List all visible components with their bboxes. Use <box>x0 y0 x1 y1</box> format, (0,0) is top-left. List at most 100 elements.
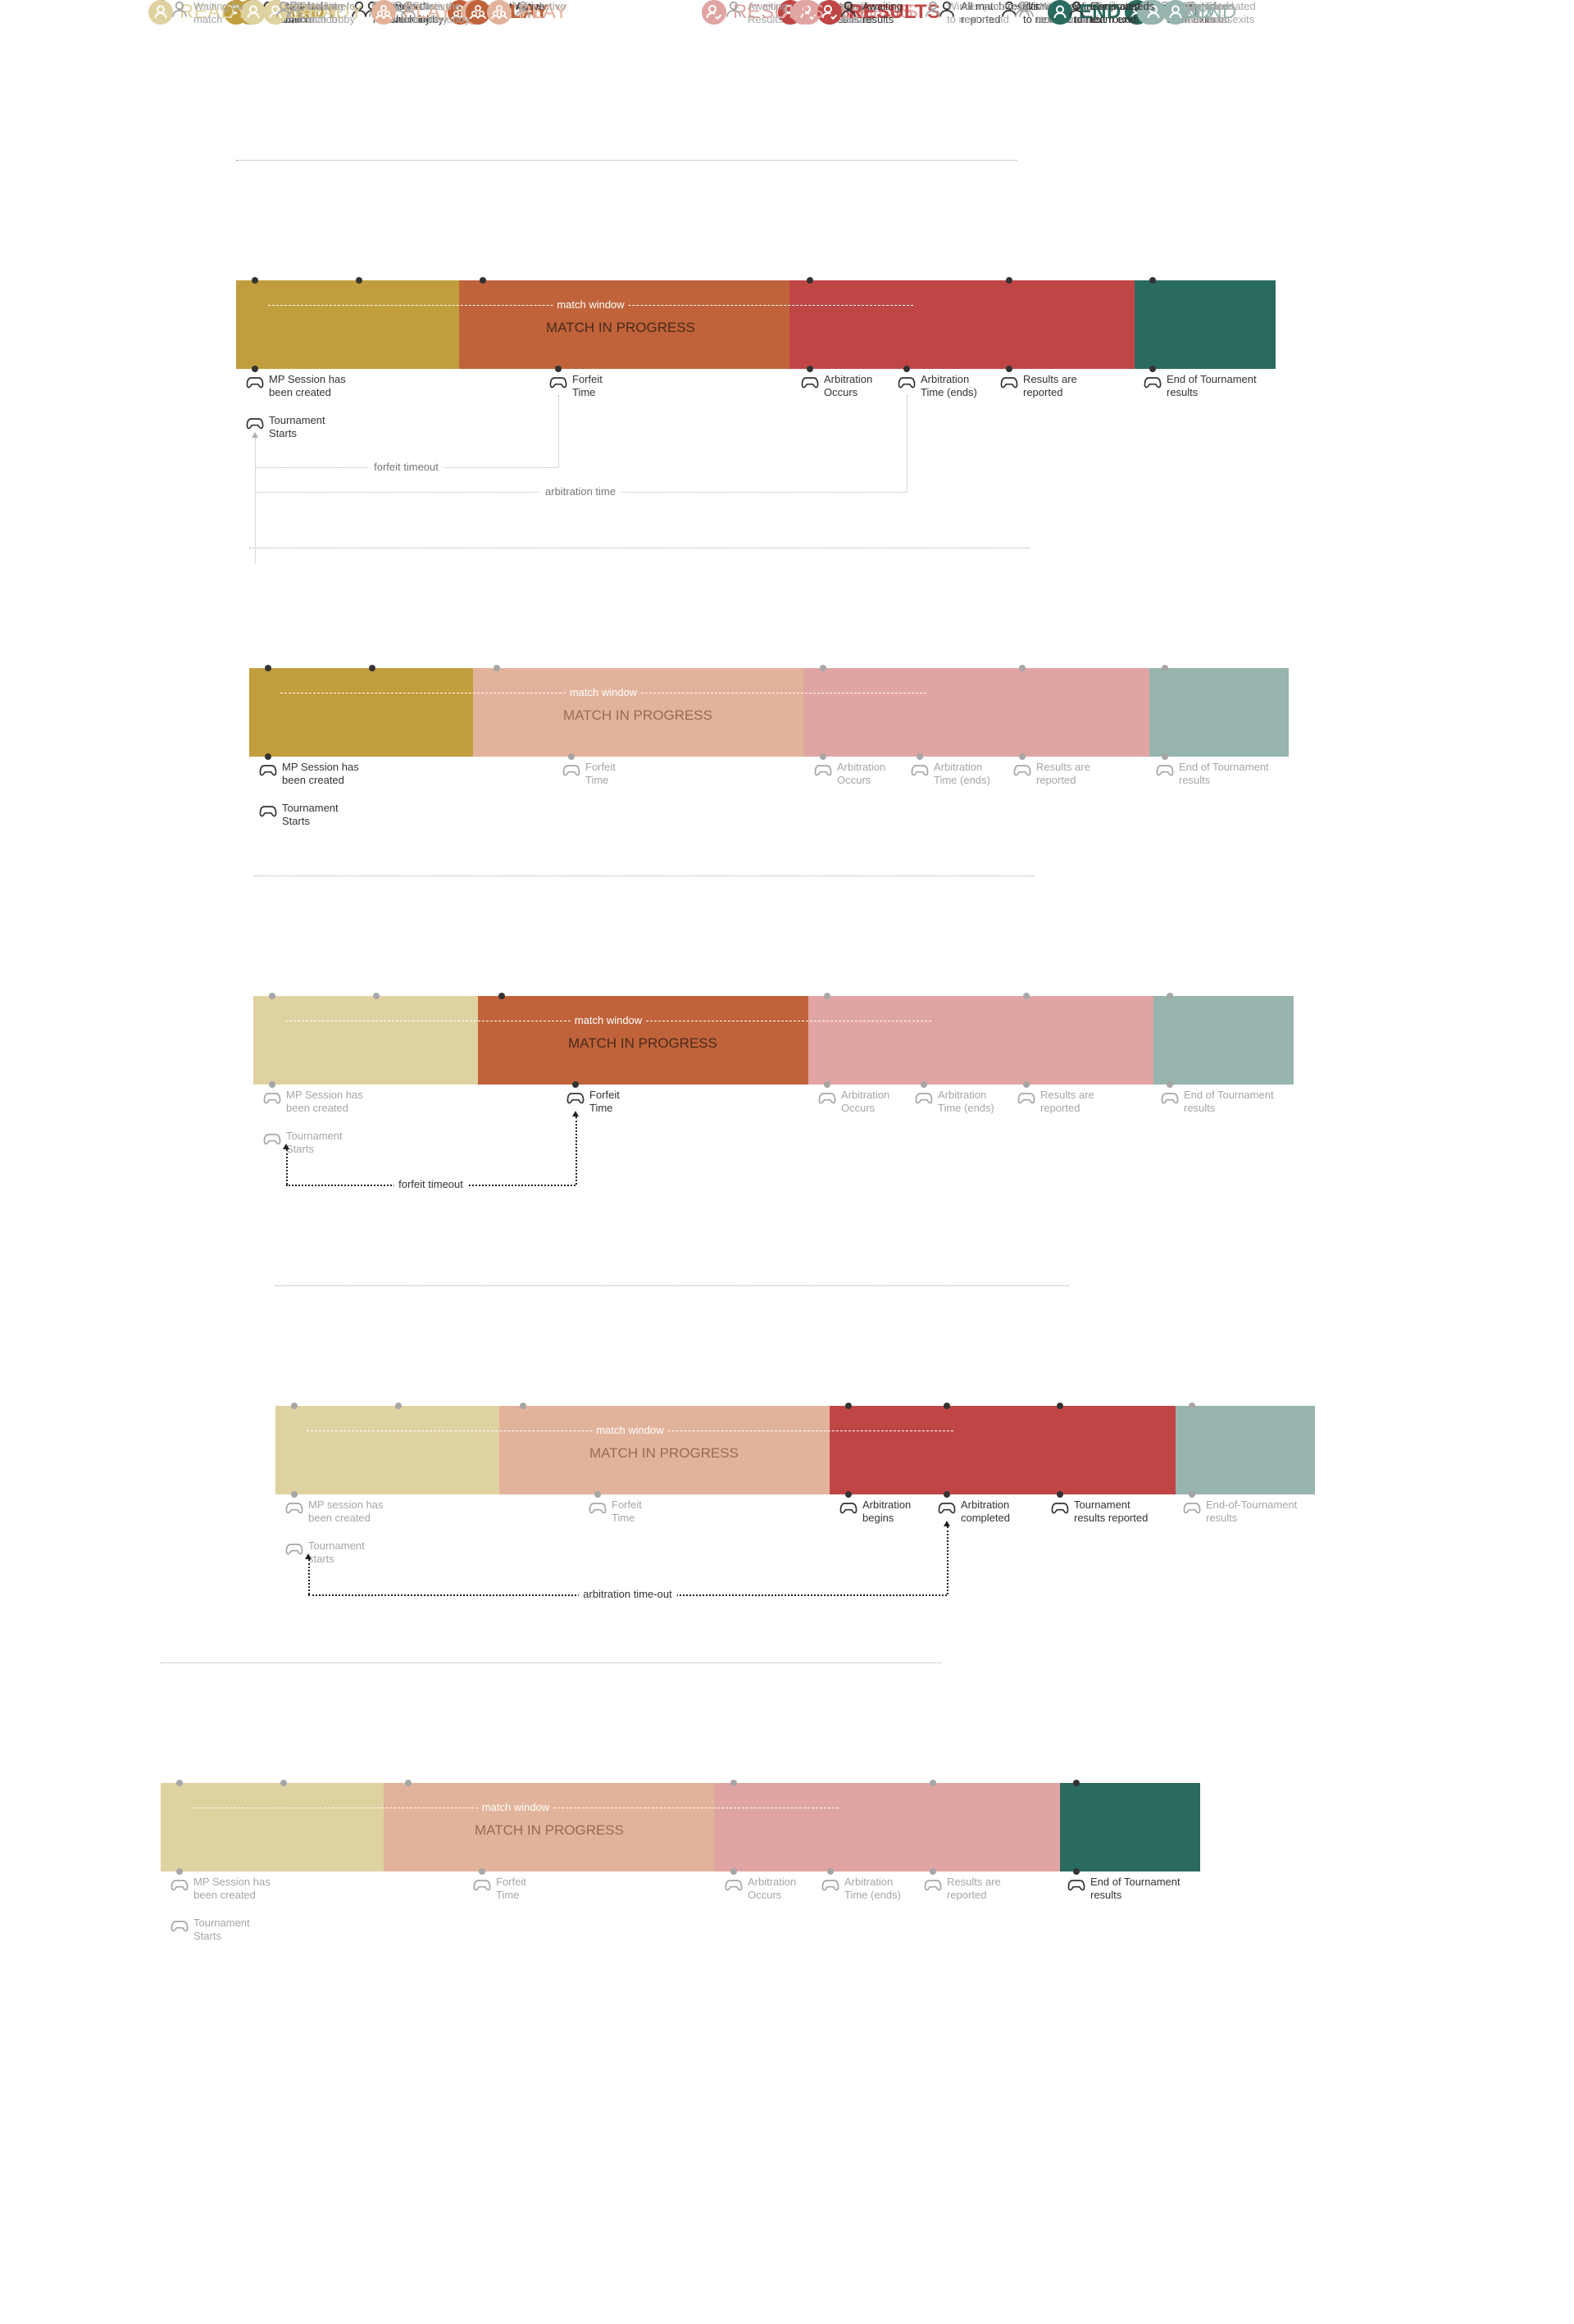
event-dot <box>1006 277 1012 284</box>
event-dot <box>520 1403 526 1409</box>
play-phase-group-icon <box>466 0 490 25</box>
bottom-event-label: End of Tournament results <box>1090 1876 1180 1901</box>
bottom-event: Tournament Starts <box>263 1130 343 1156</box>
connector-label-forfeit: forfeit timeout <box>369 462 444 473</box>
gamepad-icon <box>911 761 929 779</box>
event-dot <box>269 1081 275 1088</box>
event-dot <box>921 1081 927 1088</box>
event-dot <box>824 993 830 999</box>
bottom-event: Tournament Starts <box>246 414 325 440</box>
gamepad-icon <box>938 1499 956 1517</box>
bar-title-match-in-progress: MATCH IN PROGRESS <box>475 1822 624 1838</box>
top-event-label: Eliminated team exits <box>1184 0 1234 25</box>
gamepad-icon <box>473 1876 491 1894</box>
top-event-label: Waiting for match <box>282 0 333 25</box>
event-dot <box>1023 1081 1030 1088</box>
bar-segment-end <box>1149 668 1289 757</box>
event-dot <box>568 753 575 760</box>
top-event-label: Waiting for match <box>308 0 359 25</box>
bottom-event: Forfeit Time <box>562 761 616 787</box>
bottom-event-label: Arbitration Occurs <box>841 1089 890 1114</box>
bottom-event: MP Session has been created <box>259 761 359 787</box>
person-icon <box>725 0 743 18</box>
top-event: Enters the match lobby <box>389 0 470 26</box>
bar-title-match-in-progress: MATCH IN PROGRESS <box>563 707 712 723</box>
bottom-event: Results are reported <box>1000 373 1077 399</box>
event-dot <box>1162 753 1168 760</box>
event-dot <box>1149 277 1156 284</box>
top-event-label: Awaiting results <box>862 0 903 25</box>
bottom-event: Forfeit Time <box>589 1499 642 1525</box>
bottom-event-label: MP Session has been created <box>269 373 346 398</box>
top-event-label: Eliminated team exits <box>1206 0 1256 25</box>
forfeit-line-right <box>575 1117 577 1185</box>
bar-segment-play <box>478 996 808 1085</box>
match-window-label: match window <box>571 1015 646 1026</box>
top-event: Winner proceeds to next round <box>1051 0 1154 26</box>
bar-segment-play <box>499 1406 830 1494</box>
bottom-event-label: Results are reported <box>1023 373 1077 398</box>
event-dot <box>555 366 562 372</box>
ready-phase-person-icon <box>263 0 288 25</box>
bottom-event-label: MP Session has been created <box>286 1089 363 1114</box>
gamepad-icon <box>915 1089 933 1107</box>
play-phase-group-icon <box>371 0 396 25</box>
person-icon <box>1000 0 1018 18</box>
top-event: Winner proceeds to next round <box>924 0 1027 26</box>
bottom-event-label: Tournament Starts <box>269 414 325 439</box>
connector-arrow-icon <box>944 1521 950 1526</box>
event-dot <box>903 366 910 372</box>
bottom-event: MP Session has been created <box>171 1876 271 1902</box>
bottom-event: Arbitration Time (ends) <box>821 1876 901 1902</box>
bottom-event-label: MP Session has been created <box>193 1876 271 1901</box>
ready-phase-person-icon <box>148 0 173 25</box>
bottom-event-label: Forfeit Time <box>612 1499 642 1524</box>
connector-arrow-icon <box>572 1111 579 1117</box>
phase-label-ready: READY <box>180 1 249 23</box>
forfeit-line-right <box>558 395 559 467</box>
ready-phase-person-icon <box>241 0 266 25</box>
bottom-event-label: Arbitration Occurs <box>837 761 886 786</box>
event-dot <box>1189 1491 1195 1498</box>
phase-label-ready: READY <box>294 1 364 23</box>
bar-segment-results <box>714 1783 1060 1871</box>
match-window-label: match window <box>478 1802 553 1813</box>
bar-segment-end <box>1060 1783 1200 1871</box>
bottom-event-label: MP session has been created <box>308 1499 384 1524</box>
bottom-event: Arbitration Occurs <box>801 373 872 399</box>
gamepad-icon <box>1000 373 1018 391</box>
bottom-event-label: Tournament starts <box>308 1539 365 1565</box>
event-dot <box>807 277 813 284</box>
forfeit-line-left <box>255 438 256 563</box>
end-phase-person-icon <box>1141 0 1166 25</box>
bar-segment-results <box>830 1406 1176 1494</box>
connector-arrow-icon <box>305 1553 312 1559</box>
event-dot <box>930 1868 936 1875</box>
gamepad-icon <box>725 1876 743 1894</box>
bar-segment-ready <box>253 996 478 1085</box>
event-dot <box>1057 1403 1063 1409</box>
event-dot <box>395 1403 402 1409</box>
event-dot <box>252 366 258 372</box>
gamepad-icon <box>566 1089 585 1107</box>
top-event: Active <box>514 0 566 18</box>
results-phase-person-check-icon <box>702 0 726 25</box>
bottom-event: Arbitration Time (ends) <box>915 1089 994 1115</box>
person-icon <box>350 0 368 18</box>
event-dot <box>269 993 275 999</box>
event-dot <box>1057 1491 1063 1498</box>
bar-segment-ready <box>249 668 473 757</box>
top-event: Awaiting Results <box>725 0 788 26</box>
bottom-event-label: Arbitration completed <box>961 1499 1010 1524</box>
bottom-event: End of Tournament results <box>1144 373 1257 399</box>
gamepad-icon <box>171 1876 189 1894</box>
top-event: Awaiting results <box>839 0 903 26</box>
bar-segment-play <box>459 280 789 369</box>
bottom-event-label: End of Tournament results <box>1184 1089 1274 1114</box>
event-dot <box>291 1491 298 1498</box>
event-dot <box>479 1868 485 1875</box>
